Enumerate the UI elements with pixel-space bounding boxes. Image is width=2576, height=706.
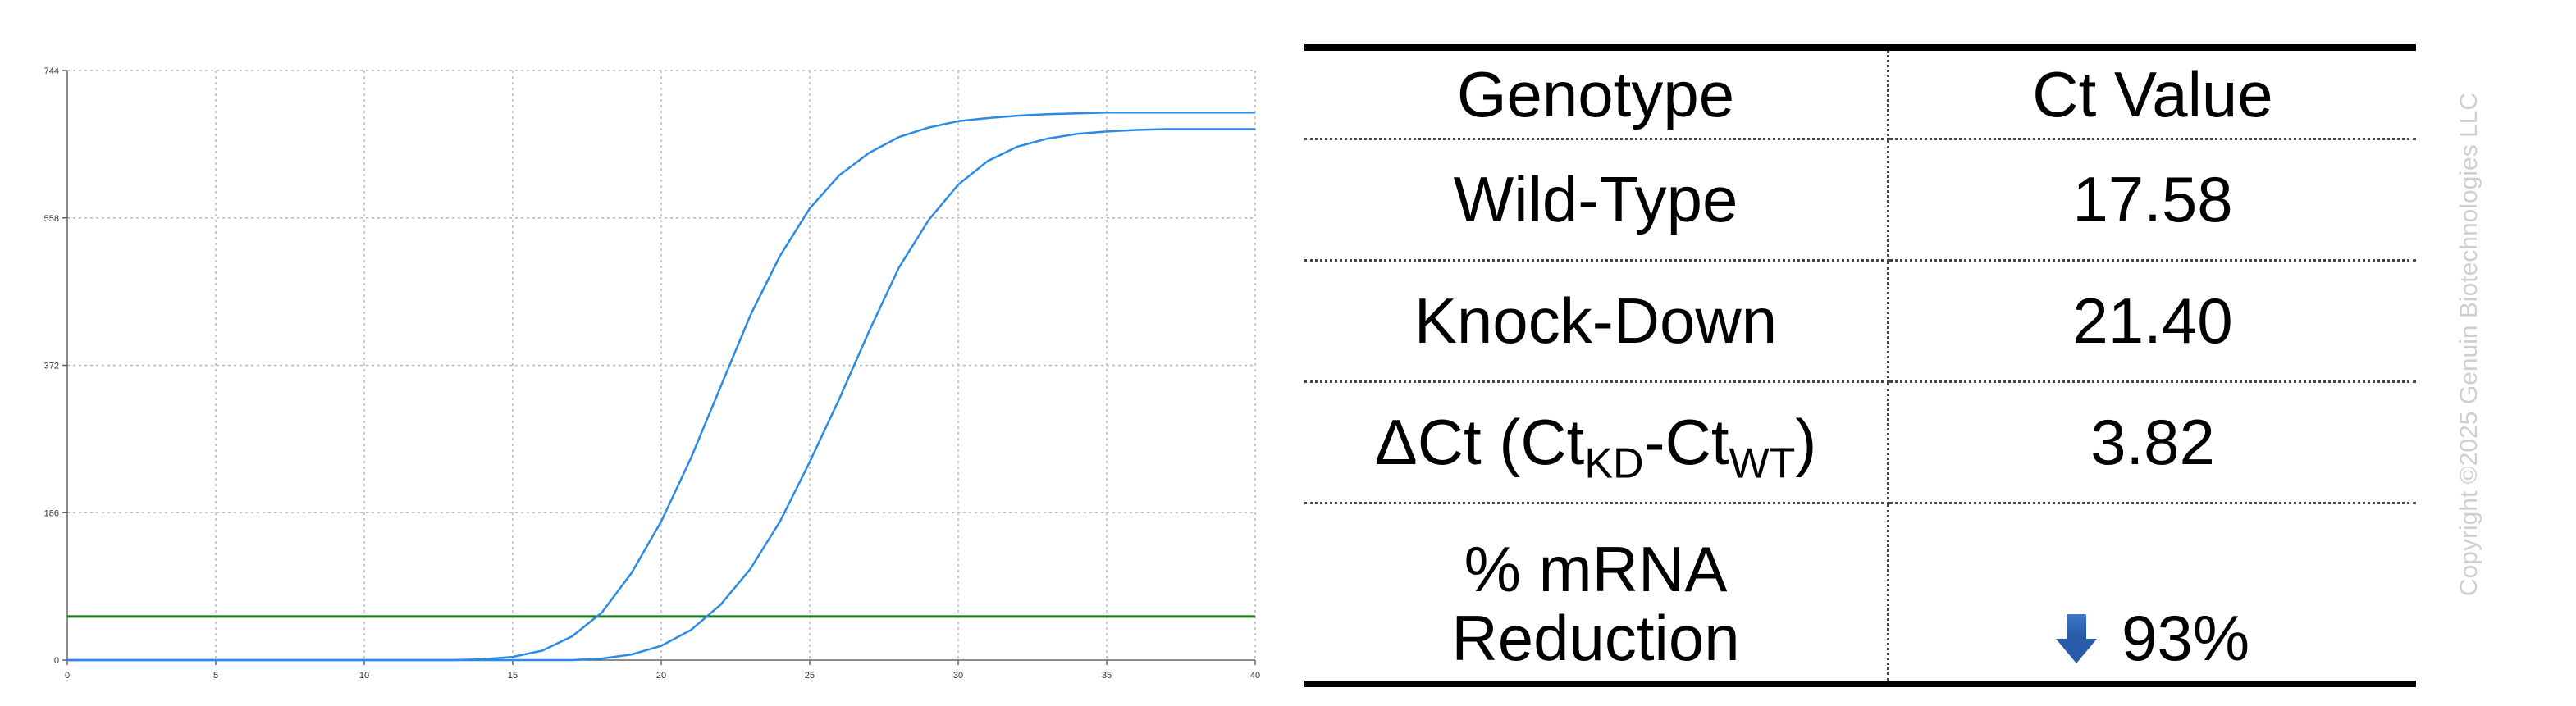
delta-ct-row: ΔCt (CtKD-CtWT) 3.82: [1304, 381, 2416, 504]
x-tick-label: 25: [805, 671, 815, 681]
delta-ct-sub-kd: KD: [1584, 440, 1644, 488]
table-row: Knock-Down 21.40: [1304, 260, 2416, 383]
delta-ct-label-close: ): [1795, 406, 1817, 479]
amplification-chart: 0 5 10 15 20 25 30 35 40 0 186 372 558 744: [44, 66, 1260, 681]
reduction-label-line1: % mRNA: [1464, 532, 1728, 605]
y-tick-label: 558: [44, 214, 59, 224]
delta-ct-label: ΔCt (CtKD-CtWT): [1304, 381, 1889, 504]
x-tick-label: 40: [1250, 671, 1260, 681]
genotype-cell: Wild-Type: [1304, 139, 1889, 262]
delta-ct-sub-wt: WT: [1729, 440, 1796, 488]
delta-ct-label-mid: -Ct: [1643, 406, 1729, 479]
y-tick-label: 744: [44, 66, 59, 76]
x-tick-label: 35: [1102, 671, 1112, 681]
x-tick-label: 5: [213, 671, 218, 681]
delta-ct-value: 3.82: [1888, 381, 2416, 504]
reduction-label-line2: Reduction: [1451, 601, 1740, 674]
y-tick-label: 372: [44, 362, 59, 371]
reduction-label: % mRNA Reduction: [1304, 503, 1889, 684]
x-tick-label: 20: [656, 671, 666, 681]
copyright-watermark: Copyright ©2025 Genuin Biotechnologies L…: [2455, 92, 2482, 597]
header-ct-value: Ct Value: [1888, 48, 2416, 140]
genotype-cell: Knock-Down: [1304, 260, 1889, 383]
x-tick-label: 0: [65, 671, 70, 681]
table-header-row: Genotype Ct Value: [1304, 48, 2416, 140]
amplification-curve: [67, 111, 1255, 662]
x-tick-label: 10: [359, 671, 369, 681]
reduction-value-cell: 93%: [1889, 503, 2417, 685]
header-genotype: Genotype: [1304, 48, 1889, 140]
x-tick-label: 30: [953, 671, 963, 681]
down-arrow-icon: [2055, 613, 2097, 665]
ct-value-cell: 21.40: [1888, 260, 2416, 383]
reduction-value: 93%: [2121, 601, 2250, 674]
x-tick-label: 15: [508, 671, 518, 681]
amplification-plot: 0 5 10 15 20 25 30 35 40 0 186 372 558 744: [44, 66, 1260, 681]
y-tick-label: 186: [44, 508, 59, 518]
y-tick-label: 0: [54, 656, 59, 666]
reduction-row: % mRNA Reduction 93%: [1304, 503, 2417, 685]
table-row: Wild-Type 17.58: [1304, 139, 2416, 262]
delta-ct-label-main: ΔCt (Ct: [1374, 406, 1585, 479]
ct-table: Genotype Ct Value Wild-Type 17.58 Knock-…: [1304, 44, 2416, 687]
amplification-curve: [67, 128, 1255, 662]
ct-value-cell: 17.58: [1888, 139, 2416, 262]
